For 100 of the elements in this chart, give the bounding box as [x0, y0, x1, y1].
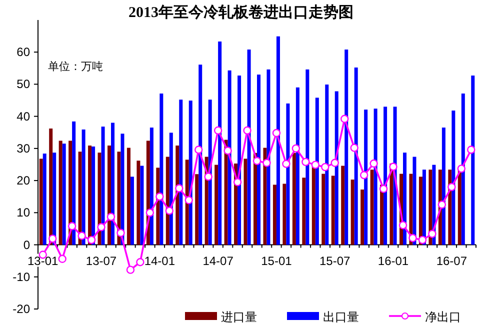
point: [194, 146, 203, 154]
bar: [412, 156, 416, 245]
bar: [257, 74, 261, 245]
bar: [185, 160, 189, 245]
bar: [166, 156, 170, 245]
bar: [224, 140, 228, 245]
bar: [179, 100, 183, 245]
point: [360, 170, 368, 180]
bar: [384, 106, 388, 245]
point: [398, 221, 408, 230]
x-tick-label: 13-01: [28, 254, 59, 268]
bar: [461, 94, 465, 245]
point: [116, 228, 125, 237]
chart-title: 2013年至今冷轧板卷进出口走势图: [128, 4, 354, 21]
x-tick-label: 15-07: [320, 254, 351, 268]
point: [126, 266, 135, 274]
point: [224, 146, 232, 155]
point: [292, 144, 300, 153]
y-tick-label: 60: [16, 45, 30, 60]
bar: [111, 122, 115, 245]
point: [418, 236, 427, 244]
bar: [120, 134, 124, 245]
x-tick-label: 14-07: [202, 254, 234, 268]
point: [389, 162, 398, 171]
y-tick-label: -10: [12, 270, 30, 284]
point: [97, 223, 106, 232]
point: [165, 206, 174, 215]
bar: [403, 152, 407, 245]
bar: [72, 121, 76, 245]
y-tick-label: 40: [16, 109, 30, 124]
bar: [360, 190, 364, 245]
legend-label: 进口量: [221, 310, 257, 324]
point: [428, 230, 436, 238]
y-tick-label: 30: [16, 141, 30, 156]
x-tick-label: 16-01: [378, 254, 409, 268]
bar: [292, 152, 296, 245]
point: [302, 158, 310, 166]
bar: [101, 126, 105, 245]
bar: [302, 178, 306, 245]
bar: [422, 170, 426, 245]
bar: [296, 87, 300, 245]
bar: [117, 152, 121, 245]
bar: [208, 100, 212, 245]
point: [350, 144, 358, 152]
bar: [52, 152, 56, 245]
point: [78, 232, 86, 240]
point: [87, 236, 96, 244]
bar: [244, 158, 248, 245]
point: [48, 234, 57, 243]
y-tick-label: 20: [16, 174, 30, 188]
point: [214, 126, 222, 135]
bar: [136, 160, 140, 245]
point: [272, 128, 281, 138]
bar: [370, 170, 374, 245]
bar: [325, 84, 329, 245]
bar: [374, 108, 378, 245]
bar: [150, 128, 154, 245]
bar: [341, 166, 345, 245]
bar: [42, 154, 46, 245]
bar: [130, 176, 134, 245]
legend-label: 净出口: [425, 310, 461, 324]
bar: [350, 180, 354, 245]
bar: [247, 50, 251, 245]
bar: [312, 167, 316, 245]
y-tick-label: -20: [12, 302, 30, 316]
point: [106, 212, 116, 221]
bar: [92, 146, 96, 245]
point: [408, 234, 417, 242]
x-tick-label: 15-01: [261, 254, 292, 268]
point: [184, 196, 193, 204]
bar: [282, 184, 286, 245]
point: [243, 126, 252, 135]
bar: [344, 50, 348, 245]
bar: [266, 69, 270, 245]
x-tick-label: 16-07: [436, 254, 468, 268]
bar: [452, 110, 456, 245]
bar: [354, 68, 358, 245]
bar: [263, 148, 267, 245]
y-tick-label: 10: [16, 206, 30, 220]
point: [175, 184, 184, 192]
bar: [198, 64, 202, 245]
bar: [238, 76, 242, 245]
bar: [334, 91, 338, 245]
bar: [428, 170, 432, 245]
bar: [39, 158, 43, 245]
point: [457, 164, 466, 173]
point: [204, 172, 212, 181]
point: [321, 162, 330, 172]
y-tick-label: 50: [16, 77, 30, 92]
bar: [364, 110, 368, 245]
point: [136, 258, 144, 266]
point: [448, 182, 456, 192]
point: [146, 208, 154, 217]
point: [156, 192, 164, 201]
point: [340, 114, 349, 123]
bar: [58, 140, 62, 245]
x-tick-label: 13-07: [86, 254, 117, 268]
bar: [458, 170, 462, 245]
bar: [176, 146, 180, 245]
bar: [169, 132, 173, 245]
